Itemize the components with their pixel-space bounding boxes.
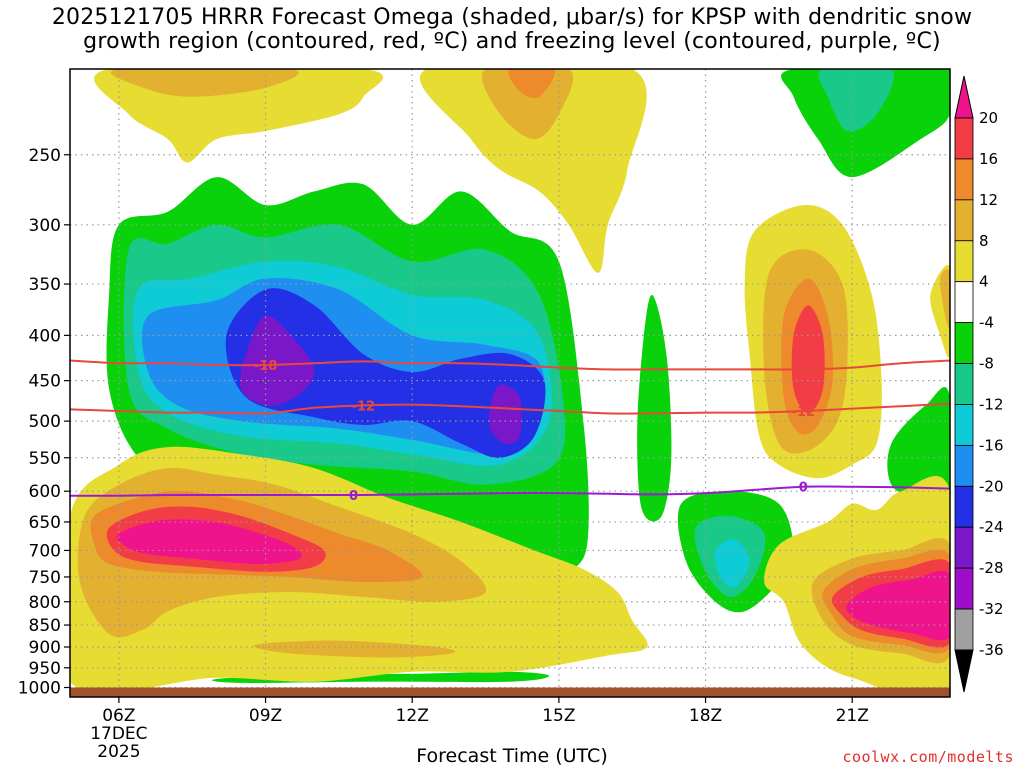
colorbar-swatch xyxy=(954,281,974,324)
colorbar-label: -36 xyxy=(979,641,1004,659)
chart-title: 2025121705 HRRR Forecast Omega (shaded, … xyxy=(0,6,1024,54)
ground-fill xyxy=(70,687,950,697)
colorbar-label: -16 xyxy=(979,436,1004,454)
contour-label-dgz-minus18: -18 xyxy=(254,359,278,374)
y-tick-label: 800 xyxy=(29,593,61,613)
omega-region-rising-lower-cyan xyxy=(714,539,750,588)
y-tick-label: 350 xyxy=(29,275,61,295)
colorbar-swatch xyxy=(954,240,974,283)
y-tick-label: 950 xyxy=(29,659,61,679)
chart-title-line1: 2025121705 HRRR Forecast Omega (shaded, … xyxy=(51,5,973,30)
colorbar-swatch xyxy=(954,322,974,364)
contour-label-dgz-minus12: -12 xyxy=(792,405,816,420)
omega-region-sinking-right-red xyxy=(791,305,825,414)
y-tick-label: 1000 xyxy=(18,679,61,699)
colorbar-swatch xyxy=(954,404,974,446)
colorbar-label: -24 xyxy=(979,518,1004,536)
colorbar-label: 4 xyxy=(979,273,989,291)
y-tick-label: 250 xyxy=(29,146,61,166)
ground-layer xyxy=(70,687,950,697)
y-tick-label: 650 xyxy=(29,513,61,533)
colorbar-label: -20 xyxy=(979,477,1004,495)
colorbar-swatch xyxy=(954,526,974,569)
y-tick-label: 500 xyxy=(29,412,61,432)
colorbar-bottom-arrow xyxy=(954,649,974,693)
omega-region-rising-upper-purple-b xyxy=(488,384,522,444)
colorbar-label: 12 xyxy=(979,191,998,209)
omega-region-rising-upper-blue xyxy=(225,288,546,458)
contour-label-dgz-minus12: -12 xyxy=(352,399,376,414)
omega-region-rising-upper-purple-a xyxy=(239,315,315,406)
contour-dgz-minus18 xyxy=(70,359,950,371)
y-tick-label: 550 xyxy=(29,449,61,469)
contour-dgz-minus12 xyxy=(70,402,950,415)
colorbar-swatch xyxy=(954,158,974,201)
colorbar-label: -4 xyxy=(979,314,994,332)
colorbar: 20 16 12 8 4 -4 -8 -12 -16 -20 -24 -28 -32 -36 xyxy=(954,75,1004,693)
contour-freezing-level-0 xyxy=(70,485,950,497)
y-tick-label: 850 xyxy=(29,616,61,636)
omega-shading xyxy=(70,69,950,697)
colorbar-label: -32 xyxy=(979,600,1004,618)
credit-text: coolwx.com/modelts xyxy=(842,748,1014,766)
colorbar-label: -8 xyxy=(979,355,994,373)
contour-label-freezing-level-0: 0 xyxy=(799,481,808,496)
colorbar-swatch xyxy=(954,567,974,610)
omega-region-rising-right-green-strip xyxy=(637,294,672,522)
omega-region-sinking-upper-left-gold xyxy=(110,69,299,97)
omega-region-sinking-rightedge-gold xyxy=(940,269,950,329)
y-tick-label: 450 xyxy=(29,372,61,392)
x-tick-label: 06Z xyxy=(102,706,135,726)
y-tick-label: 700 xyxy=(29,541,61,561)
colorbar-swatch xyxy=(954,608,974,651)
colorbar-label: -28 xyxy=(979,559,1004,577)
y-tick-label: 300 xyxy=(29,216,61,236)
x-tick-label: 09Z xyxy=(249,706,282,726)
x-tick-label: 12Z xyxy=(396,706,429,726)
colorbar-swatch xyxy=(954,444,974,487)
x-date-label: 17DEC xyxy=(90,724,147,744)
omega-region-sinking-upper-mid-yellow xyxy=(419,69,647,273)
x-tick-label: 18Z xyxy=(689,706,722,726)
colorbar-swatch xyxy=(954,485,974,528)
contour-lines: -18 -12 -12 0 0 xyxy=(70,359,950,504)
chart-title-line2: growth region (contoured, red, ºC) and f… xyxy=(83,29,941,54)
x-tick-label: 15Z xyxy=(542,706,575,726)
colorbar-swatch xyxy=(954,363,974,405)
colorbar-swatch xyxy=(954,199,974,242)
y-tick-label: 400 xyxy=(29,326,61,346)
colorbar-label: -12 xyxy=(979,395,1004,413)
omega-region-sinking-low-orange-strip xyxy=(253,640,456,658)
omega-region-sinking-upper-mid-orange xyxy=(508,69,556,99)
x-axis-label: Forecast Time (UTC) xyxy=(416,745,608,767)
omega-region-sinking-low-magenta xyxy=(116,519,302,564)
contour-label-freezing-level-0: 0 xyxy=(349,489,358,504)
y-tick-label: 600 xyxy=(29,482,61,502)
colorbar-label: 16 xyxy=(979,150,998,168)
plot-area: -18 -12 -12 0 0 xyxy=(69,68,951,698)
y-tick-label: 900 xyxy=(29,638,61,658)
omega-region-sinking-upper-mid-gold xyxy=(481,69,574,140)
omega-region-rising-topright-teal xyxy=(818,69,894,132)
y-axis: 2503003504004505005506006507007508008509… xyxy=(18,146,70,699)
colorbar-swatch xyxy=(954,117,974,160)
x-tick-label: 21Z xyxy=(836,706,869,726)
y-tick-label: 750 xyxy=(29,568,61,588)
plot-frame xyxy=(69,68,951,698)
x-date-label: 2025 xyxy=(97,742,140,762)
omega-region-sinking-lowright-magenta xyxy=(846,570,950,641)
colorbar-top-arrow xyxy=(954,75,974,119)
colorbar-label: 8 xyxy=(979,232,989,250)
colorbar-label: 20 xyxy=(979,109,998,127)
